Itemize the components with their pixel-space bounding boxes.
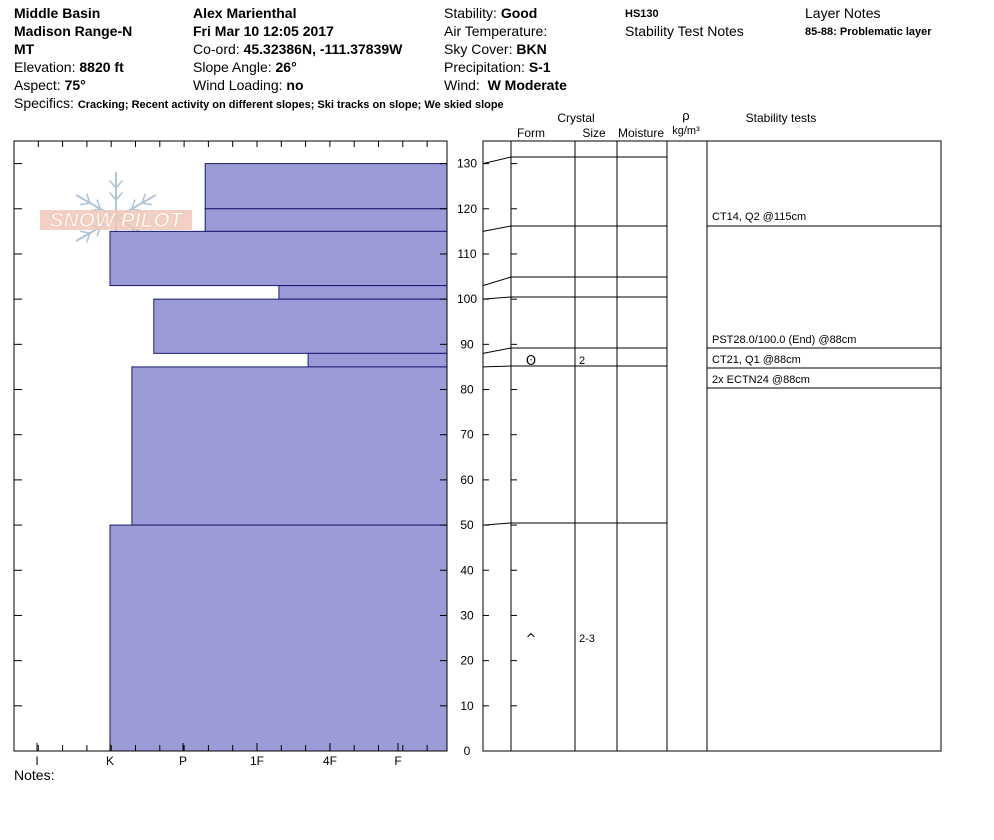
hardness-layer-bar xyxy=(307,352,448,368)
wind-loading: Wind Loading: no xyxy=(193,77,304,93)
layer-table-frame xyxy=(482,140,942,752)
snowflake-branch xyxy=(108,179,117,189)
depth-tick-label: 30 xyxy=(460,608,474,622)
hardness-tick-label: P xyxy=(179,754,187,768)
hardness-tick-label: I xyxy=(35,754,38,768)
snowflake-branch xyxy=(96,199,102,210)
stability: Stability: Good xyxy=(444,5,538,21)
depth-tick-label: 130 xyxy=(457,157,477,171)
sky-cover: Sky Cover: BKN xyxy=(444,41,547,57)
layer-notes-title: Layer Notes xyxy=(805,5,881,21)
layer-connector xyxy=(482,276,512,287)
hardness-frame xyxy=(13,140,448,752)
snow-height: HS130 xyxy=(625,8,659,20)
hardness-tick-label: K xyxy=(106,754,114,768)
depth-tick-label: 0 xyxy=(464,744,471,758)
wind: Wind: W Moderate xyxy=(444,77,567,93)
precipitation: Precipitation: S-1 xyxy=(444,59,551,75)
depth-axis: 0 10 20 30 40 50 60 70 80 90 100 110 120 130 xyxy=(14,157,517,758)
hardness-tick-label: 4F xyxy=(323,754,337,768)
layer-connector xyxy=(482,156,512,165)
depth-tick-label: 120 xyxy=(457,202,477,216)
notes-label: Notes: xyxy=(14,767,55,783)
aspect: Aspect: 75° xyxy=(14,77,86,93)
hardness-axis: I K P 1F 4F F xyxy=(13,141,428,768)
density-unit: kg/m³ xyxy=(672,125,700,137)
stability-test-notes-title: Stability Test Notes xyxy=(625,23,744,39)
snowpilot-logo: SNOW PILOT xyxy=(40,172,192,264)
depth-tick-label: 50 xyxy=(460,518,474,532)
coordinates: Co-ord: 45.32386N, -111.37839W xyxy=(193,41,403,57)
layer-connector xyxy=(482,225,512,232)
layer-connector xyxy=(482,296,512,300)
snowflake-branch xyxy=(115,179,124,189)
density-symbol: ρ xyxy=(682,108,689,123)
hardness-layer-bar xyxy=(153,298,448,354)
state-name: MT xyxy=(14,41,35,57)
stability-test-result: PST28.0/100.0 (End) @88cm xyxy=(712,334,856,346)
crystal-form-symbol: ^ xyxy=(526,632,537,647)
hardness-layer-bar xyxy=(204,208,448,232)
snowflake-branch xyxy=(85,193,91,204)
hardness-tick-label: 1F xyxy=(250,754,264,768)
form-header: Form xyxy=(517,126,545,140)
snowflake-branch xyxy=(115,191,124,201)
hardness-tick-label: F xyxy=(394,754,401,768)
hardness-layer-bar xyxy=(278,285,448,300)
stability-test-result: CT14, Q2 @115cm xyxy=(712,211,806,223)
depth-tick-label: 80 xyxy=(460,383,474,397)
layer-connector xyxy=(482,347,512,354)
stability-test-result: CT21, Q1 @88cm xyxy=(712,354,801,366)
snowflake-branch xyxy=(80,202,91,206)
stability-tests-header: Stability tests xyxy=(746,111,817,125)
specifics: Specifics: Cracking; Recent activity on … xyxy=(14,95,504,111)
range-name: Madison Range-N xyxy=(14,23,133,39)
snowflake-branch xyxy=(85,232,91,243)
crystal-size: 2-3 xyxy=(579,633,595,645)
hardness-profile xyxy=(109,163,448,752)
hardness-layer-bar xyxy=(109,230,448,287)
depth-tick-label: 60 xyxy=(460,473,474,487)
snowflake-branch xyxy=(130,199,136,210)
moisture-header: Moisture xyxy=(618,126,664,140)
snowflake-branch xyxy=(108,191,117,201)
crystal-size: 2 xyxy=(579,355,585,367)
snowflake-branch xyxy=(141,193,147,204)
snowflake-branch xyxy=(80,230,91,234)
depth-tick-label: 110 xyxy=(457,247,476,261)
stability-test-result: 2x ECTN24 @88cm xyxy=(712,374,810,386)
snowflake-branch xyxy=(141,202,152,206)
location-name: Middle Basin xyxy=(14,5,101,21)
depth-tick-label: 40 xyxy=(460,563,474,577)
layer-note: 85-88: Problematic layer xyxy=(805,26,932,38)
depth-tick-label: 70 xyxy=(460,428,474,442)
hardness-layer-bar xyxy=(204,163,448,210)
depth-tick-label: 10 xyxy=(460,699,474,713)
crystal-form-symbol: ʘ xyxy=(526,354,536,369)
depth-tick-label: 100 xyxy=(457,292,477,306)
hardness-layer-bar xyxy=(109,524,448,752)
slope-angle: Slope Angle: 26° xyxy=(193,59,297,75)
observer-name: Alex Marienthal xyxy=(193,5,297,21)
layer-connector xyxy=(482,522,512,526)
depth-tick-label: 20 xyxy=(460,654,474,668)
observation-datetime: Fri Mar 10 12:05 2017 xyxy=(193,23,334,39)
logo-band xyxy=(40,210,192,230)
crystal-header: Crystal xyxy=(557,111,594,125)
depth-tick-label: 90 xyxy=(460,337,474,351)
layer-connector xyxy=(482,365,512,368)
logo-text: SNOW PILOT xyxy=(50,209,185,232)
size-header: Size xyxy=(582,126,606,140)
elevation: Elevation: 8820 ft xyxy=(14,59,124,75)
air-temperature: Air Temperature: xyxy=(444,23,548,39)
layer-table: ʘ 2 ^ 2-3 CT14, Q2 @115cm PST28.0/100.0 (End)… xyxy=(482,141,941,751)
hardness-layer-bar xyxy=(131,366,448,526)
